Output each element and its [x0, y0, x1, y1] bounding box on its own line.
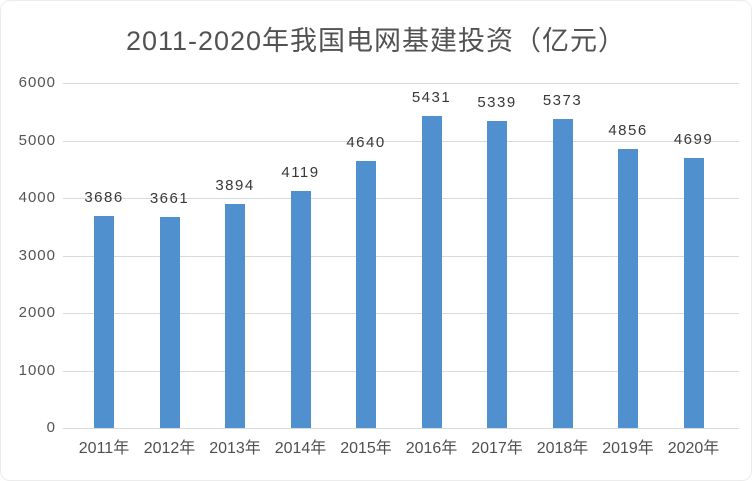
bar-2018年: [552, 119, 573, 428]
y-axis-tick-label: 6000: [18, 74, 56, 91]
x-axis-label: 2011年: [78, 440, 130, 457]
gridline: [63, 370, 739, 372]
bar-value-label: 3894: [215, 177, 255, 195]
y-axis-tick-label: 2000: [18, 304, 56, 321]
gridline: [63, 313, 739, 314]
bar-value-label: 3686: [84, 189, 124, 207]
bar-value-label: 4119: [281, 164, 320, 182]
bar-value-label: 4856: [608, 121, 648, 139]
bar-2020年: [683, 157, 704, 428]
gridline: [63, 428, 739, 429]
bar-2011年: [94, 216, 114, 428]
y-axis-tick-label: 5000: [18, 131, 56, 149]
x-axis-label: 2013年: [209, 440, 261, 457]
bar-2015年: [356, 161, 376, 428]
bar-2016年: [421, 115, 442, 428]
bar-value-label: 3661: [149, 190, 190, 208]
gridline: [63, 198, 739, 199]
y-axis-tick-label: 4000: [18, 189, 56, 206]
x-axis-label: 2019年: [602, 440, 654, 457]
chart-title: 2011-2020年我国电网基建投资（亿元）: [125, 26, 627, 56]
bar-value-label: 4699: [673, 130, 714, 148]
y-axis-tick-label: 3000: [18, 246, 56, 264]
y-axis-tick-label: 1000: [18, 361, 56, 379]
x-axis-label: 2016年: [405, 440, 458, 457]
gridline: [63, 255, 739, 257]
x-axis-label: 2020年: [667, 440, 720, 457]
bar-value-label: 4640: [346, 134, 386, 152]
y-axis-tick-label: 0: [46, 419, 56, 436]
gridline: [63, 83, 739, 84]
bar-value-label: 5431: [411, 88, 452, 106]
x-axis-label: 2012年: [143, 440, 196, 457]
x-axis-label: 2014年: [274, 440, 327, 457]
x-axis-label: 2018年: [536, 440, 589, 457]
bar-value-label: 5373: [542, 92, 583, 110]
bar-2012年: [159, 217, 180, 428]
bar-2017年: [487, 121, 507, 428]
bar-2019年: [618, 148, 638, 428]
bar-2013年: [225, 204, 245, 428]
gridline: [63, 140, 739, 142]
bar-2014年: [290, 191, 311, 428]
x-axis-label: 2017年: [471, 440, 523, 457]
x-axis-label: 2015年: [340, 440, 392, 457]
bar-value-label: 5339: [477, 94, 517, 111]
